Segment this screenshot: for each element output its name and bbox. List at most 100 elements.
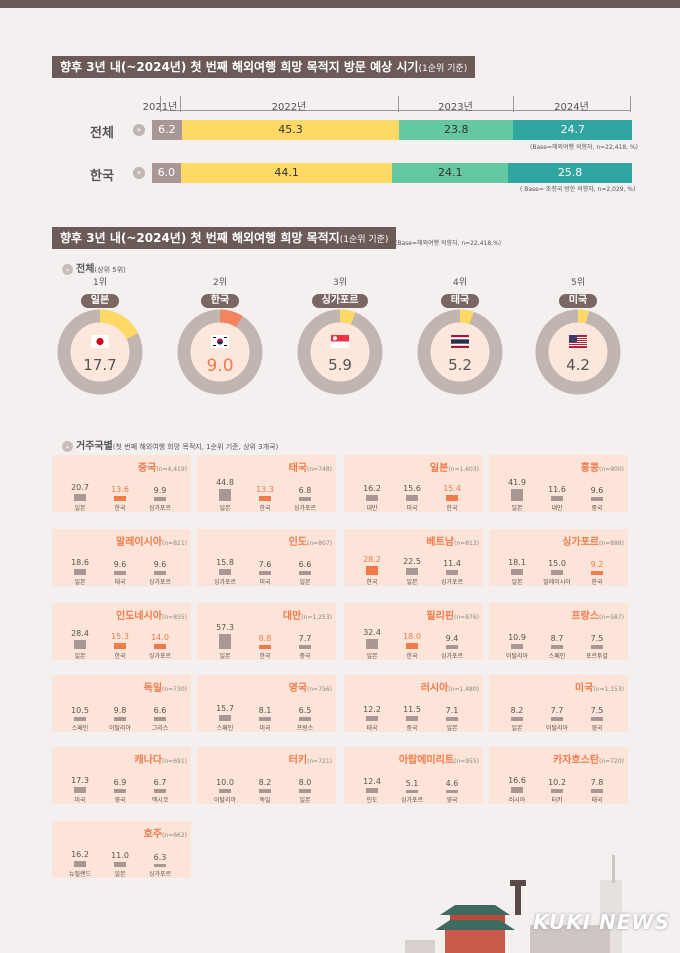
bar	[259, 571, 271, 575]
bar-label: 프랑스	[296, 725, 314, 732]
bar-label: 미국	[406, 505, 418, 512]
destination-pill: 일본	[80, 294, 120, 308]
donut-chart: 5.2	[416, 308, 504, 396]
bar	[511, 489, 523, 501]
bar	[591, 496, 603, 501]
sample-size: (n=587)	[599, 614, 624, 621]
bar-label: 인도	[366, 797, 378, 804]
bar-value: 16.6	[508, 776, 526, 786]
country-label: 태국	[288, 463, 308, 474]
bar-label: 포르투갈	[585, 653, 609, 660]
country-label: 필리핀	[426, 611, 455, 622]
bar-value: 15.6	[403, 484, 421, 494]
country-label: 중국	[137, 463, 157, 474]
country-label: 프랑스	[571, 611, 600, 622]
bar	[219, 788, 231, 793]
donut-ring	[535, 309, 621, 395]
country-name: 일본(n=1,603)	[430, 459, 479, 474]
bar-label: 일본	[74, 579, 86, 586]
bar	[551, 788, 563, 793]
bar-value: 12.2	[363, 705, 381, 715]
country-name: 중국(n=4,419)	[138, 459, 187, 474]
rank-label: 5위	[570, 278, 585, 288]
bar-label: 러시아	[508, 797, 526, 804]
bar-label: 일본	[114, 871, 126, 878]
bar-value: 12.4	[363, 777, 381, 787]
bar-segment: 25.8	[508, 163, 632, 183]
country-name: 독일(n=730)	[144, 679, 187, 694]
donut-ring	[417, 309, 503, 395]
bar-label: 미국	[259, 579, 271, 586]
top5-rank-3: 3위 싱가포르	[285, 275, 395, 308]
bar-label: 스페인	[216, 725, 234, 732]
bar-value: 6.6	[153, 706, 167, 716]
sample-size: (n=1,153)	[593, 686, 624, 693]
bar-label: 이탈리아	[108, 725, 132, 732]
country-name: 인도(n=807)	[289, 533, 332, 548]
country-card: 태국(n=748) 44.8 일본 13.3 한국 6.8 싱가포르	[197, 455, 336, 512]
bar-value: 6.3	[153, 852, 167, 862]
bar	[406, 567, 418, 575]
bar	[406, 642, 418, 649]
bar	[366, 495, 378, 501]
bar-value: 13.3	[256, 484, 274, 494]
timeline-tick	[160, 96, 161, 112]
sample-size: (n=730)	[162, 686, 187, 693]
bar-label: 이탈리아	[505, 653, 529, 660]
country-name: 프랑스(n=587)	[571, 607, 624, 622]
bar-segment: 45.3	[181, 120, 400, 140]
bar-value: 9.9	[153, 485, 167, 495]
bar-value: 8.8	[258, 633, 272, 643]
bar	[366, 788, 378, 793]
bar-label: 태국	[366, 725, 378, 732]
donut-ring	[57, 309, 143, 395]
bar-label: 싱가포르	[148, 505, 172, 512]
country-name: 터키(n=721)	[289, 751, 332, 766]
bar-value: 4.6	[445, 778, 459, 788]
bar	[154, 496, 166, 501]
bar-label: 이탈리아	[213, 797, 237, 804]
bar	[511, 787, 523, 793]
bar-label: 싱가포르	[148, 653, 172, 660]
bar-label: 싱가포르	[148, 871, 172, 878]
sample-size: (n=721)	[307, 758, 332, 765]
bar-label: 싱가포르	[400, 797, 424, 804]
country-label: 아랍에미리트	[398, 755, 455, 766]
sample-size: (n=835)	[162, 614, 187, 621]
bar-value: 8.2	[258, 778, 272, 788]
bar	[551, 644, 563, 649]
sample-size: (n=748)	[307, 466, 332, 473]
korea-flag-icon	[211, 335, 229, 348]
country-name: 대만(n=1,253)	[283, 607, 332, 622]
bar-value: 32.4	[363, 628, 381, 638]
section1-title: 향후 3년 내(~2024년) 첫 번째 해외여행 희망 목적지 방문 예상 시…	[52, 56, 476, 78]
destination-pill: 태국	[440, 294, 480, 308]
bar-value: 11.0	[111, 851, 129, 861]
country-card: 미국(n=1,153) 8.2 일본 7.7 이탈리아 7.5 영국	[489, 675, 628, 732]
destination-pill: 미국	[558, 294, 598, 308]
country-label: 카자흐스탄	[553, 755, 600, 766]
top5-rank-1: 1위 일본	[45, 275, 155, 308]
bar	[591, 645, 603, 649]
country-label: 터키	[288, 755, 308, 766]
bar	[511, 644, 523, 649]
bar-value: 18.6	[71, 557, 89, 567]
bar-value: 22.5	[403, 556, 421, 566]
bar-label: 일본	[299, 797, 311, 804]
donut-slice	[177, 309, 263, 395]
bar-value: 8.1	[258, 706, 272, 716]
bar-value: 28.4	[71, 629, 89, 639]
sample-size: (n=662)	[162, 832, 187, 839]
bar-value: 8.2	[510, 706, 524, 716]
destination-pill: 싱가포르	[311, 294, 369, 308]
bar	[299, 717, 311, 721]
bar-label: 싱가포르	[440, 579, 464, 586]
bar-label: 일본	[299, 579, 311, 586]
sample-size: (n=1,253)	[301, 614, 332, 621]
country-card: 인도(n=807) 15.8 싱가포르 7.6 미국 6.6 일본	[197, 529, 336, 586]
bar-label: 일본	[406, 579, 418, 586]
bar	[219, 633, 231, 649]
sample-size: (n=876)	[454, 614, 479, 621]
bar	[74, 568, 86, 575]
country-name: 아랍에미리트(n=955)	[399, 751, 479, 766]
